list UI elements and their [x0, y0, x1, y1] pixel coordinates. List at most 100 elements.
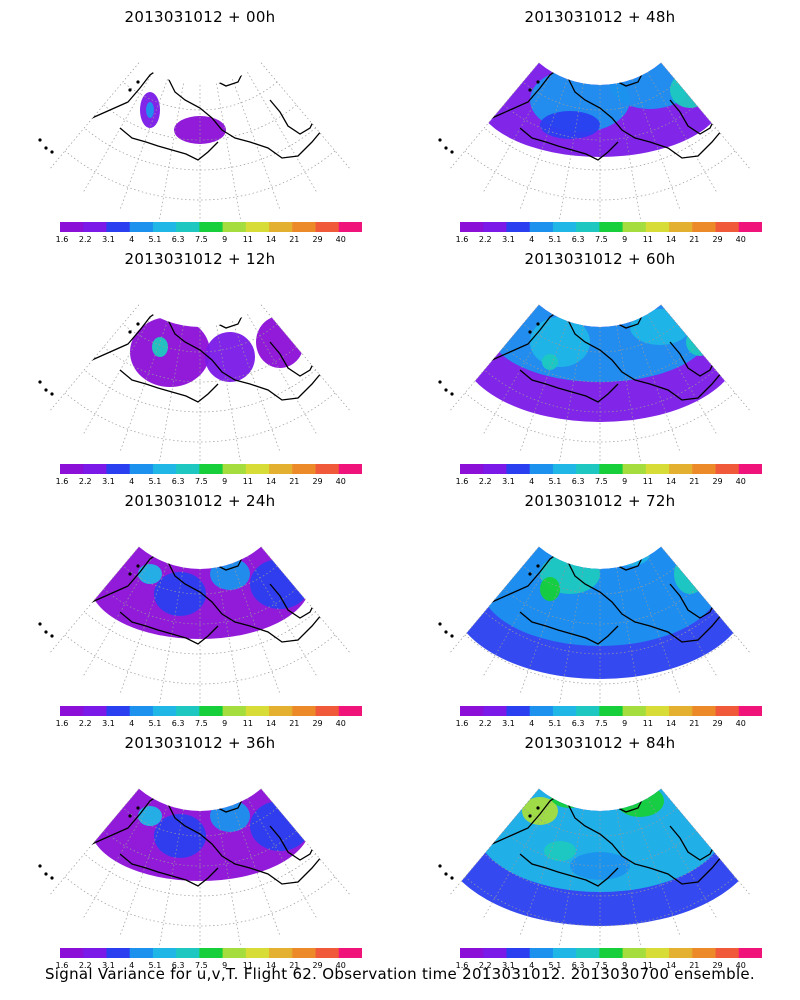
- colorbar-swatch: [129, 948, 154, 958]
- colorbar-swatch: [669, 464, 693, 474]
- colorbar-tick-label: 21: [689, 477, 700, 486]
- coastline: [448, 793, 741, 885]
- colorbar-swatch: [176, 706, 200, 716]
- colorbar-swatch: [645, 706, 670, 716]
- forecast-panel: 2013031012 + 84h 1.6 2.2 3.1 4 5.1 6.3 7.5 9 11 14…: [400, 726, 800, 974]
- colorbar-tick-label: 29: [712, 719, 723, 728]
- colorbar-tick-label: 1.6: [455, 961, 469, 970]
- colorbar-tick-label: 7.5: [595, 719, 608, 728]
- colorbar-swatch: [60, 464, 84, 474]
- colorbar-tick-label: 1.6: [55, 719, 69, 728]
- colorbar-tick-label: 40: [735, 235, 746, 244]
- colorbar-swatch: [483, 706, 507, 716]
- colorbar-tick-label: 11: [242, 719, 253, 728]
- colorbar-swatch: [269, 948, 293, 958]
- colorbar-swatch: [506, 222, 531, 232]
- colorbar-tick-label: 2.2: [78, 719, 92, 728]
- panel-title: 2013031012 + 24h: [124, 492, 276, 510]
- colorbar-tick-label: 40: [735, 477, 746, 486]
- colorbar-swatch: [599, 706, 624, 716]
- colorbar-labels: 1.6 2.2 3.1 4 5.1 6.3 7.5 9 11 14 21 29 40: [456, 719, 762, 729]
- colorbar: [460, 706, 762, 716]
- colorbar-labels: 1.6 2.2 3.1 4 5.1 6.3 7.5 9 11 14 21 29 40: [456, 477, 762, 487]
- colorbar-tick-label: 9: [222, 477, 228, 486]
- colorbar-tick-label: 14: [665, 719, 677, 728]
- colorbar-swatch: [738, 222, 762, 232]
- colorbar-tick-label: 14: [265, 235, 277, 244]
- colorbar-swatch: [529, 948, 554, 958]
- colorbar-tick-label: 1.6: [455, 235, 469, 244]
- variance-region: [286, 64, 314, 96]
- forecast-panel: 2013031012 + 60h 1.6 2.2 3.1 4 5.1 6.3 7.5 9 11 14…: [400, 242, 800, 490]
- coastline: [48, 793, 341, 885]
- variance-region: [540, 111, 600, 139]
- colorbar-tick-label: 5.1: [548, 961, 562, 970]
- panel-title: 2013031012 + 84h: [524, 734, 676, 752]
- colorbar-swatch: [222, 706, 247, 716]
- colorbar-tick-label: 1.6: [455, 719, 469, 728]
- variance-region: [670, 72, 710, 108]
- colorbar-tick-label: 4: [529, 477, 535, 486]
- colorbar-tick-label: 6.3: [171, 719, 185, 728]
- colorbar-swatch: [483, 222, 507, 232]
- colorbar-tick-label: 3.1: [102, 477, 115, 486]
- colorbar-swatch: [460, 464, 484, 474]
- variance-map: [38, 788, 352, 946]
- colorbar-swatch: [715, 706, 740, 716]
- variance-region: [146, 102, 154, 118]
- colorbar-swatch: [222, 464, 247, 474]
- colorbar-swatch: [622, 948, 647, 958]
- colorbar-swatch: [576, 464, 600, 474]
- colorbar-tick-label: 4: [129, 235, 135, 244]
- colorbar: [60, 706, 362, 716]
- colorbar-swatch: [529, 706, 554, 716]
- colorbar-swatch: [576, 948, 600, 958]
- colorbar-swatch: [645, 222, 670, 232]
- colorbar-tick-label: 3.1: [102, 719, 115, 728]
- colorbar-tick-label: 5.1: [148, 235, 162, 244]
- colorbar-tick-label: 4: [529, 961, 535, 970]
- colorbar-tick-label: 14: [665, 235, 677, 244]
- colorbar-swatch: [106, 948, 131, 958]
- colorbar-tick-label: 3.1: [102, 235, 115, 244]
- coastline: [119, 611, 219, 645]
- colorbar-tick-label: 40: [735, 719, 746, 728]
- colorbar-labels: 1.6 2.2 3.1 4 5.1 6.3 7.5 9 11 14 21 29 40: [56, 235, 362, 245]
- colorbar-labels: 1.6 2.2 3.1 4 5.1 6.3 7.5 9 11 14 21 29 40: [56, 477, 362, 487]
- colorbar-tick-label: 7.5: [195, 235, 208, 244]
- colorbar-swatch: [692, 706, 717, 716]
- variance-region: [544, 841, 576, 861]
- colorbar-swatch: [599, 464, 624, 474]
- colorbar-tick-label: 7.5: [195, 719, 208, 728]
- forecast-panel: 2013031012 + 12h 1.6 2.2 3.1 4 5.1 6.3 7.5 9 11 14…: [0, 242, 400, 490]
- colorbar-swatch: [552, 706, 577, 716]
- variance-region: [250, 801, 310, 851]
- coastline: [48, 551, 341, 643]
- colorbar-tick-label: 11: [642, 235, 653, 244]
- colorbar-tick-label: 11: [642, 961, 653, 970]
- colorbar-tick-label: 5.1: [148, 961, 162, 970]
- coastline: [48, 67, 341, 159]
- colorbar-tick-label: 11: [642, 477, 653, 486]
- colorbar-swatch: [292, 222, 317, 232]
- colorbar-tick-label: 29: [312, 477, 323, 486]
- colorbar-swatch: [506, 948, 531, 958]
- colorbar-swatch: [552, 222, 577, 232]
- variance-map: [38, 546, 352, 704]
- colorbar-swatch: [129, 706, 154, 716]
- colorbar-tick-label: 40: [335, 719, 346, 728]
- colorbar-tick-label: 9: [222, 235, 228, 244]
- colorbar-swatch: [222, 222, 247, 232]
- colorbar-swatch: [622, 464, 647, 474]
- variance-region: [138, 806, 162, 826]
- colorbar-tick-label: 3.1: [102, 961, 115, 970]
- coastline: [448, 67, 741, 159]
- colorbar-swatch: [483, 464, 507, 474]
- variance-region: [542, 354, 558, 370]
- colorbar-tick-label: 9: [622, 719, 628, 728]
- colorbar-tick-label: 40: [335, 477, 346, 486]
- colorbar-tick-label: 2.2: [78, 961, 92, 970]
- variance-region: [294, 308, 326, 336]
- colorbar-tick-label: 1.6: [455, 477, 469, 486]
- colorbar-tick-label: 14: [265, 719, 277, 728]
